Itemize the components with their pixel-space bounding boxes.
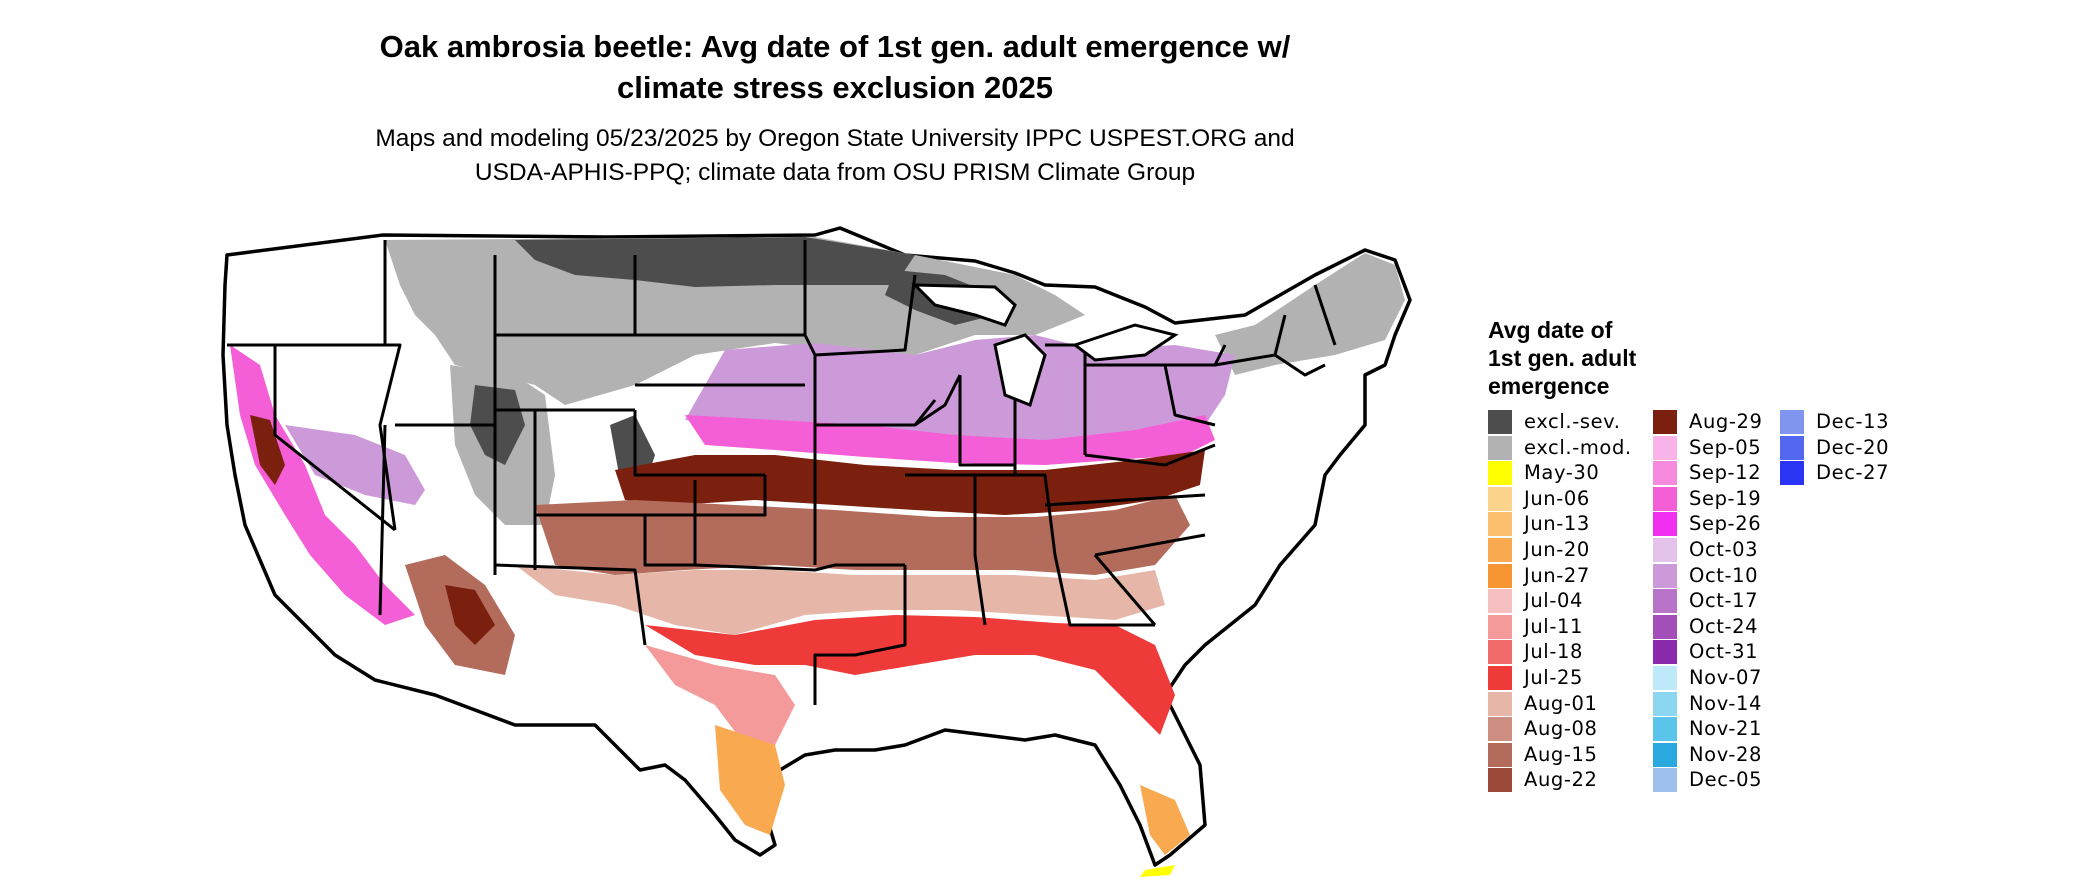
- legend-label: Nov-28: [1689, 742, 1762, 766]
- legend-label: Dec-13: [1816, 410, 1890, 433]
- legend-label: Jul-25: [1524, 666, 1583, 689]
- keys-may-30: [1140, 865, 1175, 877]
- legend-label: Jul-11: [1524, 614, 1583, 638]
- legend-swatch: [1488, 614, 1512, 639]
- legend-swatch: [1653, 486, 1677, 511]
- legend-label: Nov-14: [1689, 691, 1762, 715]
- us-emergence-map: [221, 226, 1412, 877]
- map-subtitle: Maps and modeling 05/23/2025 by Oregon S…: [250, 122, 1420, 190]
- legend-title: Avg date of 1st gen. adult emergence: [1488, 316, 1708, 400]
- excl-severe-north: [515, 237, 915, 287]
- legend-swatch: [1653, 614, 1677, 639]
- legend-swatch: [1653, 589, 1677, 614]
- legend-title-line-3: emergence: [1488, 373, 1610, 399]
- map-subtitle-line-1: Maps and modeling 05/23/2025 by Oregon S…: [375, 125, 1295, 152]
- legend-title-line-1: Avg date of: [1488, 317, 1613, 343]
- legend-swatch: [1488, 512, 1512, 537]
- legend-swatch: [1653, 563, 1677, 588]
- legend-label: Jun-06: [1524, 486, 1590, 510]
- legend-label: Oct-31: [1689, 640, 1759, 664]
- legend-swatch: [1653, 410, 1677, 434]
- jul-25-band: [645, 615, 1175, 735]
- legend-swatch: [1653, 461, 1677, 486]
- legend-label: May-30: [1524, 461, 1600, 485]
- legend-swatch: [1488, 538, 1512, 562]
- excl-severe-rockies: [470, 385, 525, 465]
- legend-label: Sep-12: [1689, 461, 1762, 485]
- legend-swatch: [1488, 691, 1512, 716]
- legend-swatch: [1488, 461, 1512, 486]
- aug-29-arizona: [445, 585, 495, 645]
- legend-swatch: [1488, 640, 1512, 665]
- legend-swatch: [1488, 717, 1512, 742]
- legend-swatch: [1488, 486, 1512, 511]
- legend-label: Aug-08: [1524, 717, 1598, 741]
- legend-label: Aug-01: [1524, 691, 1598, 715]
- map-title: Oak ambrosia beetle: Avg date of 1st gen…: [250, 26, 1420, 108]
- legend-swatch: [1780, 410, 1804, 434]
- legend-label: Dec-27: [1816, 461, 1890, 485]
- legend-label: Jun-20: [1524, 538, 1590, 561]
- legend-label: excl.-sev.: [1524, 410, 1621, 433]
- map-title-line-1: Oak ambrosia beetle: Avg date of 1st gen…: [379, 29, 1291, 64]
- great-lakes: [911, 283, 1179, 408]
- legend-label: Dec-20: [1816, 435, 1890, 459]
- aug-01-band: [515, 565, 1165, 635]
- legend-swatch: [1488, 435, 1512, 460]
- legend-label: Aug-22: [1524, 768, 1598, 792]
- legend-label: Oct-17: [1689, 589, 1759, 613]
- legend-label: Jul-18: [1524, 640, 1583, 664]
- legend-swatch: [1488, 589, 1512, 614]
- map-title-line-2: climate stress exclusion 2025: [617, 70, 1053, 105]
- legend-swatch: [1653, 691, 1677, 716]
- legend-swatch: [1488, 563, 1512, 588]
- legend-swatch: [1653, 768, 1677, 793]
- legend-label: Oct-24: [1689, 614, 1759, 638]
- legend: Avg date of 1st gen. adult emergence exc…: [1488, 316, 1889, 793]
- aug-29-band: [615, 450, 1205, 515]
- legend-swatch: [1780, 435, 1804, 460]
- excl-moderate-northeast: [1215, 253, 1405, 375]
- legend-label: Dec-05: [1689, 768, 1763, 792]
- legend-swatch: [1653, 435, 1677, 460]
- legend-label: Nov-07: [1689, 666, 1762, 689]
- legend-label: Oct-03: [1689, 538, 1759, 561]
- map-subtitle-line-2: USDA-APHIS-PPQ; climate data from OSU PR…: [474, 159, 1196, 186]
- legend-swatch: [1488, 768, 1512, 793]
- aug-29-california: [250, 415, 285, 485]
- legend-swatch: [1653, 742, 1677, 767]
- legend-swatch: [1488, 410, 1512, 434]
- legend-label: Nov-21: [1689, 717, 1762, 741]
- jul-band-texas: [645, 645, 795, 745]
- legend-label: Jul-04: [1524, 589, 1583, 613]
- legend-swatch: [1653, 717, 1677, 742]
- legend-label: Sep-05: [1689, 435, 1762, 459]
- legend-label: Aug-15: [1524, 742, 1598, 766]
- legend-swatch: [1653, 512, 1677, 537]
- legend-label: Jun-13: [1524, 512, 1590, 536]
- state-boundaries: [227, 240, 1337, 705]
- legend-swatch: [1653, 640, 1677, 665]
- legend-swatch: [1653, 538, 1677, 562]
- legend-swatch: [1653, 666, 1677, 690]
- legend-label: Oct-10: [1689, 563, 1759, 587]
- legend-label: excl.-mod.: [1524, 435, 1632, 459]
- legend-swatch: [1488, 742, 1512, 767]
- sep-west: [230, 345, 415, 625]
- jun-band-texas: [715, 725, 785, 835]
- legend-title-line-2: 1st gen. adult: [1488, 345, 1637, 371]
- legend-label: Sep-19: [1689, 486, 1762, 510]
- legend-swatch: [1488, 666, 1512, 690]
- legend-swatch: [1780, 461, 1804, 486]
- sep-band: [685, 415, 1215, 465]
- jun-band-florida: [1140, 785, 1190, 855]
- legend-label: Sep-26: [1689, 512, 1762, 536]
- legend-label: Jun-27: [1524, 563, 1590, 587]
- legend-label: Aug-29: [1689, 410, 1763, 433]
